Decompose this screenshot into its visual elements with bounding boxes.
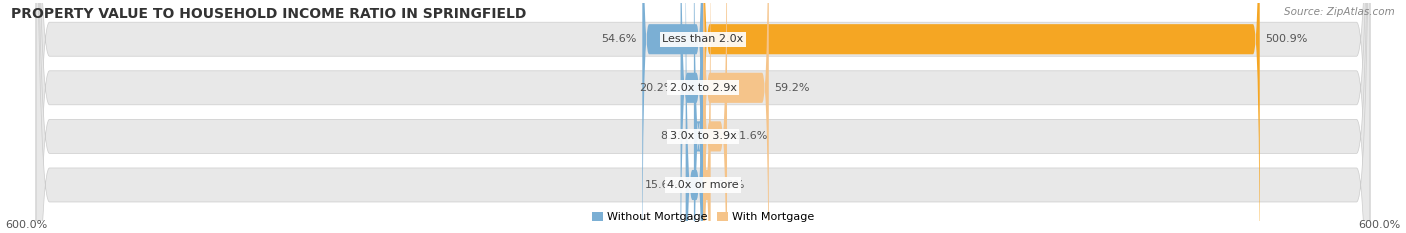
Text: 4.0x or more: 4.0x or more — [668, 180, 738, 190]
Text: PROPERTY VALUE TO HOUSEHOLD INCOME RATIO IN SPRINGFIELD: PROPERTY VALUE TO HOUSEHOLD INCOME RATIO… — [11, 7, 527, 21]
FancyBboxPatch shape — [703, 0, 769, 233]
Text: 59.2%: 59.2% — [775, 83, 810, 93]
FancyBboxPatch shape — [703, 0, 1260, 233]
Text: 15.6%: 15.6% — [645, 180, 681, 190]
FancyBboxPatch shape — [703, 0, 710, 233]
Text: 8.2%: 8.2% — [659, 131, 689, 141]
Text: 600.0%: 600.0% — [6, 220, 48, 230]
FancyBboxPatch shape — [643, 0, 703, 233]
Text: 21.6%: 21.6% — [733, 131, 768, 141]
Text: 20.2%: 20.2% — [640, 83, 675, 93]
Text: 500.9%: 500.9% — [1265, 34, 1308, 44]
FancyBboxPatch shape — [703, 0, 727, 233]
Text: 54.6%: 54.6% — [602, 34, 637, 44]
FancyBboxPatch shape — [37, 0, 1369, 233]
Text: 2.0x to 2.9x: 2.0x to 2.9x — [669, 83, 737, 93]
FancyBboxPatch shape — [681, 0, 703, 233]
Text: Less than 2.0x: Less than 2.0x — [662, 34, 744, 44]
Text: Source: ZipAtlas.com: Source: ZipAtlas.com — [1284, 7, 1395, 17]
Text: 3.0x to 3.9x: 3.0x to 3.9x — [669, 131, 737, 141]
FancyBboxPatch shape — [37, 0, 1369, 233]
Text: 6.9%: 6.9% — [716, 180, 745, 190]
Legend: Without Mortgage, With Mortgage: Without Mortgage, With Mortgage — [588, 207, 818, 227]
Text: 600.0%: 600.0% — [1358, 220, 1400, 230]
FancyBboxPatch shape — [686, 0, 703, 233]
FancyBboxPatch shape — [695, 0, 703, 233]
FancyBboxPatch shape — [37, 0, 1369, 233]
FancyBboxPatch shape — [37, 0, 1369, 233]
